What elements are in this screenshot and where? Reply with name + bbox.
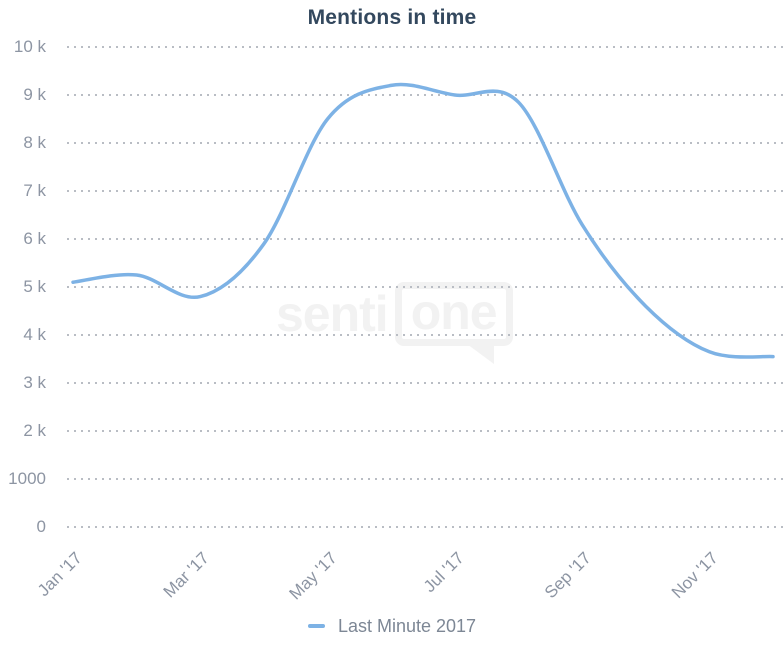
- y-tick-label-3000: 3 k: [23, 373, 46, 392]
- legend-series-label: Last Minute 2017: [337, 616, 477, 636]
- y-tick-label-10000: 10 k: [13, 37, 46, 56]
- legend[interactable]: Last Minute 2017: [0, 615, 784, 637]
- y-tick-label-5000: 5 k: [23, 277, 46, 296]
- line-chart-svg: [67, 46, 784, 528]
- y-tick-label-8000: 8 k: [23, 133, 46, 152]
- watermark-text-senti: senti: [276, 286, 389, 342]
- legend-line-marker: [307, 624, 325, 628]
- watermark-speech-bubble: one: [394, 282, 513, 364]
- series-line-last-minute-2017: [71, 82, 775, 359]
- speech-bubble-tail-icon: [466, 344, 494, 364]
- sentione-watermark: senti one: [276, 282, 513, 364]
- chart-title: Mentions in time: [307, 6, 477, 29]
- y-tick-label-1000: 1000: [8, 469, 46, 488]
- y-tick-label-9000: 9 k: [23, 85, 46, 104]
- y-tick-label-7000: 7 k: [23, 181, 46, 200]
- y-tick-label-6000: 6 k: [23, 229, 46, 248]
- y-tick-label-2000: 2 k: [23, 421, 46, 440]
- watermark-text-one: one: [410, 284, 498, 340]
- y-tick-label-4000: 4 k: [23, 325, 46, 344]
- y-tick-label-0: 0: [36, 517, 46, 536]
